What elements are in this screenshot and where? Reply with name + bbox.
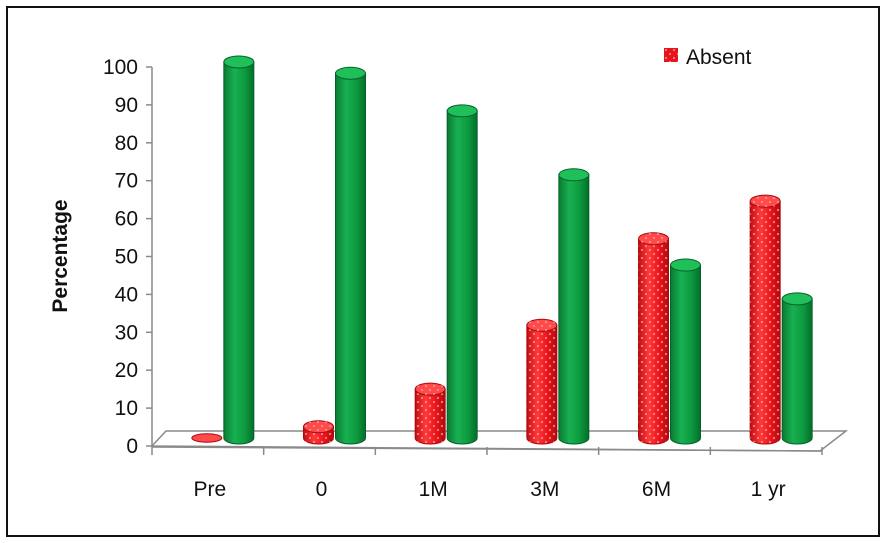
- bar-series-2: [558, 168, 590, 445]
- bars: [191, 55, 813, 445]
- bar-absent: [526, 318, 558, 445]
- y-tick-label: 40: [115, 283, 138, 306]
- bar-series-2: [335, 66, 366, 445]
- y-axis-title: Percentage: [49, 199, 72, 312]
- y-tick-label: 30: [115, 321, 138, 344]
- y-tick-label: 70: [115, 170, 138, 193]
- legend-label-absent: Absent: [686, 46, 752, 69]
- bar-absent: [191, 433, 223, 443]
- y-tick-label: 90: [115, 94, 138, 117]
- y-tick-label: 60: [115, 208, 138, 231]
- bar-absent: [638, 232, 669, 445]
- y-axis: 0 10 20 30 40 50 60 70 80 90 100: [103, 56, 153, 458]
- bar-series-2: [670, 258, 701, 445]
- legend-swatch-absent-pattern: [664, 48, 678, 62]
- y-tick-label: 50: [115, 246, 138, 269]
- x-tick-label: 6M: [642, 478, 671, 501]
- bar-absent: [414, 382, 446, 445]
- x-tick-label: 1M: [419, 478, 448, 501]
- bar-absent: [303, 420, 334, 445]
- x-tick-label: 0: [316, 478, 328, 501]
- x-axis: Pre 0 1M 3M 6M 1 yr: [151, 446, 823, 501]
- y-tick-label: 80: [115, 132, 138, 155]
- y-tick-label: 10: [115, 397, 138, 420]
- bar-series-2: [446, 104, 478, 445]
- bar-series-2: [781, 292, 813, 445]
- bar-series-2: [223, 55, 255, 445]
- legend: Absent: [664, 46, 752, 69]
- x-tick-label: 1 yr: [751, 478, 786, 501]
- y-tick-label: 0: [126, 435, 138, 458]
- x-tick-label: 3M: [530, 478, 559, 501]
- x-tick-label: Pre: [193, 478, 226, 501]
- y-tick-label: 20: [115, 359, 138, 382]
- bar-absent: [749, 194, 781, 445]
- y-tick-label: 100: [103, 56, 138, 79]
